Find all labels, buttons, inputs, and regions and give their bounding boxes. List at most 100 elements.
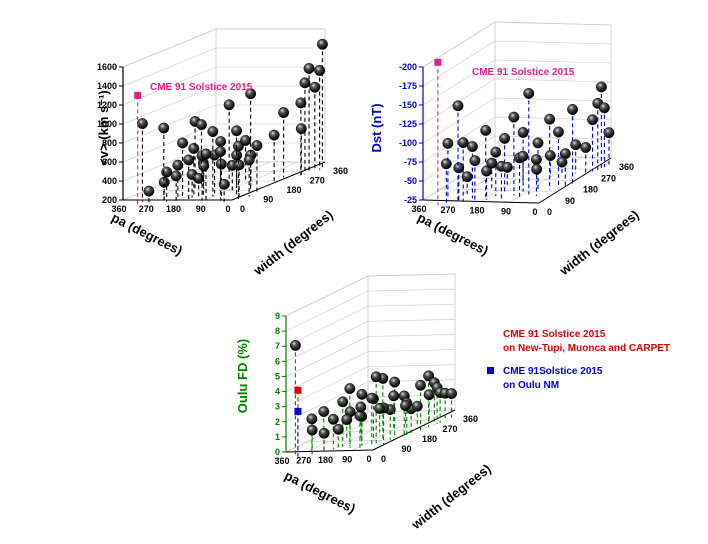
oulu-x-tick-label: 270 [296, 456, 311, 466]
dst-point [553, 126, 564, 138]
dst-y-label: width (degrees) [556, 207, 642, 279]
dst-point [457, 137, 469, 149]
oulu-z-tick-label: 9 [275, 311, 280, 321]
oulu-y-tick-label: 270 [443, 424, 458, 434]
dst-x-tick-label: 270 [440, 205, 455, 215]
dst-y-tick-label: 270 [601, 173, 616, 183]
speed-z-tick-label: 800 [102, 138, 117, 148]
speed-x-tick-label: 90 [196, 204, 206, 214]
oulu-floor-grid [307, 411, 390, 452]
dst-point [523, 87, 535, 99]
oulu-wall-top [285, 273, 456, 317]
dst-z-tick-label: -100 [399, 138, 417, 148]
oulu-point [332, 423, 344, 435]
dst-point [567, 103, 579, 115]
oulu-x-tick-label: 90 [342, 455, 352, 465]
dst-floor-grid [451, 155, 525, 202]
speed-x-tick-label: 180 [166, 204, 181, 214]
oulu-y-tick-label: 360 [463, 414, 478, 424]
dst-point [469, 155, 481, 167]
oulu-point [411, 400, 423, 412]
speed-point [188, 143, 200, 154]
plot-speed: 200 400 600 800 1000 1200 1400 1600 0 90 180 270 360… [96, 28, 348, 279]
dst-gridline [422, 40, 612, 87]
plot-dst: -25-50-75-100-125-150-175-20009018027036… [369, 21, 642, 279]
oulu-gridline [285, 364, 456, 407]
dst-point [501, 161, 513, 173]
speed-annotation: CME 91 Solstice 2015 [150, 82, 253, 93]
speed-x-label: pa (degrees) [109, 210, 185, 258]
dst-x-tick-label: 90 [501, 206, 511, 216]
dst-z-tick-label: -125 [399, 119, 417, 129]
oulu-gridline [285, 334, 456, 377]
oulu-z-tick-label: 6 [275, 356, 280, 366]
speed-point [303, 63, 315, 74]
dst-point [480, 124, 492, 136]
dst-y-tick-label: 90 [565, 196, 575, 206]
oulu-highlight-point [294, 407, 302, 415]
oulu-x-tick-label: 180 [318, 455, 333, 465]
oulu-z-tick-label: 1 [275, 432, 280, 442]
speed-z-label: <v> (km s⁻¹) [96, 90, 111, 166]
dst-point [452, 100, 464, 112]
oulu-point [388, 390, 400, 402]
speed-point [207, 126, 219, 138]
speed-point [316, 38, 328, 50]
speed-highlight-point [134, 91, 142, 99]
dst-point [556, 156, 568, 168]
oulu-z-tick-label: 2 [275, 417, 280, 427]
oulu-point [374, 402, 386, 414]
oulu-z-tick-label: 7 [275, 341, 280, 351]
speed-point [243, 154, 255, 166]
oulu-z-tick-label: 0 [275, 447, 280, 457]
oulu-gridline [285, 303, 456, 347]
dst-z-tick-label: -175 [399, 81, 417, 91]
dst-z-label: Dst (nT) [369, 103, 384, 152]
speed-y-tick-label: 180 [287, 185, 302, 195]
oulu-point [400, 400, 411, 412]
speed-gridline [122, 161, 325, 201]
legend-red-line2: on New-Tupi, Muonca and CARPET [503, 343, 670, 354]
speed-point [136, 118, 148, 130]
oulu-y-tick-label: 180 [422, 434, 437, 444]
dst-point [595, 81, 607, 93]
speed-point [177, 137, 189, 149]
dst-highlight-point [434, 58, 442, 66]
legend-blue-line2: on Oulu NM [503, 380, 559, 391]
speed-point [268, 129, 280, 141]
dst-x-tick-label: 180 [469, 206, 484, 216]
speed-point [200, 148, 212, 160]
speed-point [143, 185, 155, 197]
oulu-point [366, 392, 378, 404]
oulu-gridline [285, 319, 456, 362]
dst-y-tick-label: 0 [547, 207, 552, 217]
legend-blue-marker [487, 367, 494, 374]
dst-point [453, 162, 465, 174]
dst-point [517, 150, 529, 162]
speed-point [245, 88, 257, 100]
speed-x-tick-label: 270 [139, 204, 154, 214]
oulu-gridline [285, 409, 456, 453]
dst-point [544, 150, 556, 162]
oulu-point [389, 376, 401, 388]
dst-y-tick-label: 180 [583, 185, 598, 195]
speed-marks: 200 400 600 800 1000 1200 1400 1600 0 90 180 270 360… [97, 28, 348, 214]
speed-gridline [122, 123, 325, 163]
dst-point [508, 111, 520, 123]
oulu-y-label: width (degrees) [408, 461, 494, 533]
speed-point [215, 158, 227, 170]
oulu-gridline [285, 349, 456, 392]
speed-z-tick-label: 1600 [97, 62, 117, 72]
oulu-z-label: Oulu FD (%) [235, 339, 250, 413]
dst-y-axis [538, 157, 612, 204]
dst-point [570, 139, 582, 151]
dst-point [490, 146, 502, 158]
oulu-point [344, 383, 356, 395]
legend-red-line1: CME 91 Solstice 2015 [503, 329, 606, 340]
dst-y-tick-label: 360 [619, 162, 634, 172]
dst-point [486, 157, 498, 169]
speed-z-tick-label: 400 [102, 176, 117, 186]
oulu-point [327, 413, 339, 425]
oulu-z-tick-label: 5 [275, 371, 280, 381]
